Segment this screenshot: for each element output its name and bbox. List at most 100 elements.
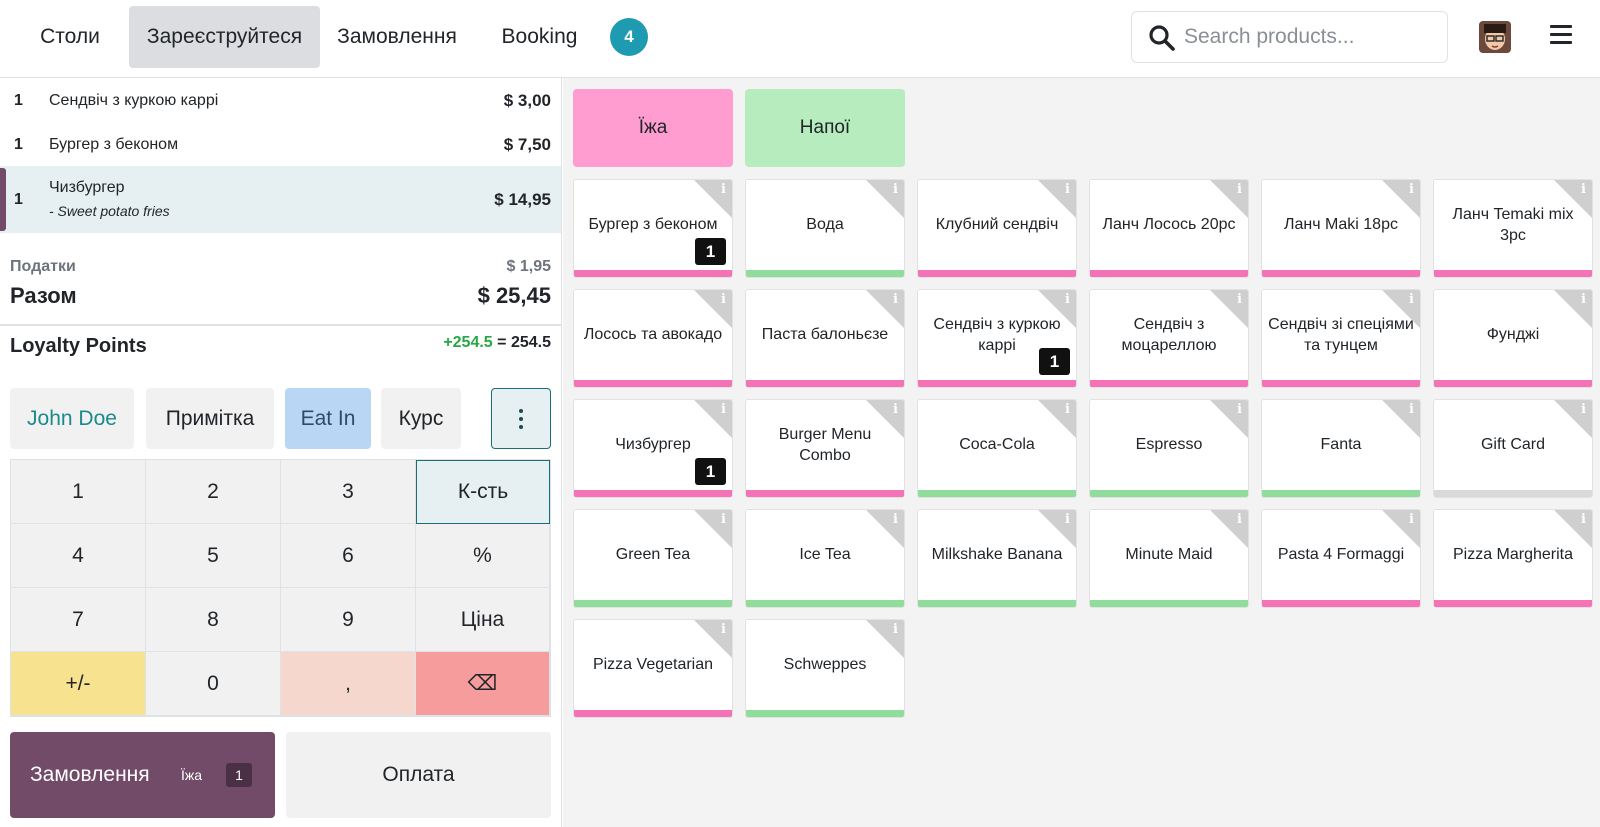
product-card[interactable]: Вода i	[745, 179, 905, 278]
product-card[interactable]: Gift Card i	[1433, 399, 1593, 498]
numpad-key-5[interactable]: 5	[146, 524, 281, 588]
product-card[interactable]: Milkshake Banana i	[917, 509, 1077, 608]
tab-register[interactable]: Зареєструйтеся	[129, 6, 320, 68]
info-icon[interactable]: i	[1554, 510, 1592, 548]
product-card[interactable]: Бургер з беконом i 1	[573, 179, 733, 278]
payment-button[interactable]: Оплата	[286, 732, 551, 818]
info-icon[interactable]: i	[694, 400, 732, 438]
customer-button[interactable]: John Doe	[10, 388, 134, 449]
info-icon[interactable]: i	[1210, 290, 1248, 328]
info-icon[interactable]: i	[866, 510, 904, 548]
product-card[interactable]: Coca-Cola i	[917, 399, 1077, 498]
tab-booking[interactable]: Booking	[501, 25, 578, 48]
product-card[interactable]: Ice Tea i	[745, 509, 905, 608]
order-line[interactable]: 1 Сендвіч з куркою каррі $ 3,00	[0, 78, 561, 123]
category-color-bar	[746, 380, 904, 387]
numpad-key-comma[interactable]: ,	[281, 652, 416, 716]
info-icon[interactable]: i	[866, 290, 904, 328]
info-icon[interactable]: i	[1038, 180, 1076, 218]
info-icon[interactable]: i	[694, 290, 732, 328]
numpad-key-3[interactable]: 3	[281, 460, 416, 524]
hamburger-menu-icon[interactable]	[1550, 25, 1572, 49]
product-card[interactable]: Pizza Vegetarian i	[573, 619, 733, 718]
order-line[interactable]: 1 Бургер з беконом $ 7,50	[0, 123, 561, 166]
info-icon[interactable]: i	[866, 620, 904, 658]
eat-in-button[interactable]: Eat In	[285, 388, 371, 449]
tab-orders[interactable]: Замовлення	[337, 25, 457, 48]
numpad-key-quantity[interactable]: К-сть	[416, 460, 550, 524]
product-card[interactable]: Espresso i	[1089, 399, 1249, 498]
product-card[interactable]: Minute Maid i	[1089, 509, 1249, 608]
info-icon[interactable]: i	[866, 400, 904, 438]
product-card[interactable]: Сендвіч з моцареллою i	[1089, 289, 1249, 388]
numpad-key-4[interactable]: 4	[11, 524, 146, 588]
search-box[interactable]	[1131, 11, 1448, 63]
category-color-bar	[574, 710, 732, 717]
product-card[interactable]: Клубний сендвіч i	[917, 179, 1077, 278]
product-card[interactable]: Ланч Лосось 20pc i	[1089, 179, 1249, 278]
category-color-bar	[1262, 380, 1420, 387]
numpad-key-sign[interactable]: +/-	[11, 652, 146, 716]
product-card[interactable]: Schweppes i	[745, 619, 905, 718]
order-button[interactable]: Замовлення Їжа 1	[10, 732, 275, 818]
numpad-key-8[interactable]: 8	[146, 588, 281, 652]
info-icon[interactable]: i	[694, 180, 732, 218]
numpad-key-2[interactable]: 2	[146, 460, 281, 524]
info-icon[interactable]: i	[1382, 400, 1420, 438]
numpad-key-9[interactable]: 9	[281, 588, 416, 652]
product-name: Фунджі	[1486, 326, 1540, 343]
numpad-key-price[interactable]: Ціна	[416, 588, 550, 652]
numpad-key-discount[interactable]: %	[416, 524, 550, 588]
info-icon[interactable]: i	[1210, 400, 1248, 438]
numpad-key-1[interactable]: 1	[11, 460, 146, 524]
order-line-selected[interactable]: 1 Чизбургер - Sweet potato fries $ 14,95	[0, 166, 561, 233]
product-name: Schweppes	[783, 656, 867, 673]
info-icon[interactable]: i	[1038, 290, 1076, 328]
info-icon[interactable]: i	[1382, 290, 1420, 328]
product-card[interactable]: Паста балоньєзе i	[745, 289, 905, 388]
orders-count-badge[interactable]: 4	[610, 18, 648, 56]
info-icon[interactable]: i	[1554, 290, 1592, 328]
info-icon[interactable]: i	[1210, 180, 1248, 218]
loyalty-points-gain: +254.5	[443, 334, 493, 351]
product-card[interactable]: Чизбургер i 1	[573, 399, 733, 498]
product-card[interactable]: Фунджі i	[1433, 289, 1593, 388]
info-icon[interactable]: i	[694, 620, 732, 658]
product-card[interactable]: Лосось та авокадо i	[573, 289, 733, 388]
product-card[interactable]: Сендвіч зі спеціями та тунцем i	[1261, 289, 1421, 388]
note-button[interactable]: Примітка	[146, 388, 274, 449]
category-drinks-button[interactable]: Напої	[745, 89, 905, 167]
info-icon[interactable]: i	[1382, 180, 1420, 218]
search-input[interactable]	[1184, 20, 1434, 54]
product-card[interactable]: Сендвіч з куркою каррі i 1	[917, 289, 1077, 388]
product-card[interactable]: Pasta 4 Formaggi i	[1261, 509, 1421, 608]
tab-tables[interactable]: Столи	[40, 25, 100, 48]
product-card[interactable]: Green Tea i	[573, 509, 733, 608]
info-icon[interactable]: i	[1038, 400, 1076, 438]
product-qty-badge: 1	[695, 458, 726, 485]
product-card[interactable]: Ланч Temaki mix 3pc i	[1433, 179, 1593, 278]
info-icon[interactable]: i	[1382, 510, 1420, 548]
product-card[interactable]: Pizza Margherita i	[1433, 509, 1593, 608]
product-card[interactable]: Fanta i	[1261, 399, 1421, 498]
info-icon[interactable]: i	[1554, 400, 1592, 438]
backspace-key[interactable]: ⌫	[416, 652, 550, 716]
line-price: $ 14,95	[494, 190, 551, 209]
user-avatar[interactable]	[1479, 21, 1511, 53]
product-name: Сендвіч з моцареллою	[1121, 315, 1217, 354]
numpad-key-6[interactable]: 6	[281, 524, 416, 588]
info-icon[interactable]: i	[694, 510, 732, 548]
info-icon[interactable]: i	[1210, 510, 1248, 548]
product-card[interactable]: Burger Menu Combo i	[745, 399, 905, 498]
course-button[interactable]: Курс	[381, 388, 461, 449]
numpad-key-7[interactable]: 7	[11, 588, 146, 652]
product-name: Ланч Temaki mix 3pc	[1452, 205, 1574, 244]
more-actions-button[interactable]	[491, 388, 551, 449]
info-icon[interactable]: i	[866, 180, 904, 218]
category-food-button[interactable]: Їжа	[573, 89, 733, 167]
category-color-bar	[1090, 270, 1248, 277]
info-icon[interactable]: i	[1554, 180, 1592, 218]
numpad-key-0[interactable]: 0	[146, 652, 281, 716]
product-card[interactable]: Ланч Maki 18pc i	[1261, 179, 1421, 278]
info-icon[interactable]: i	[1038, 510, 1076, 548]
